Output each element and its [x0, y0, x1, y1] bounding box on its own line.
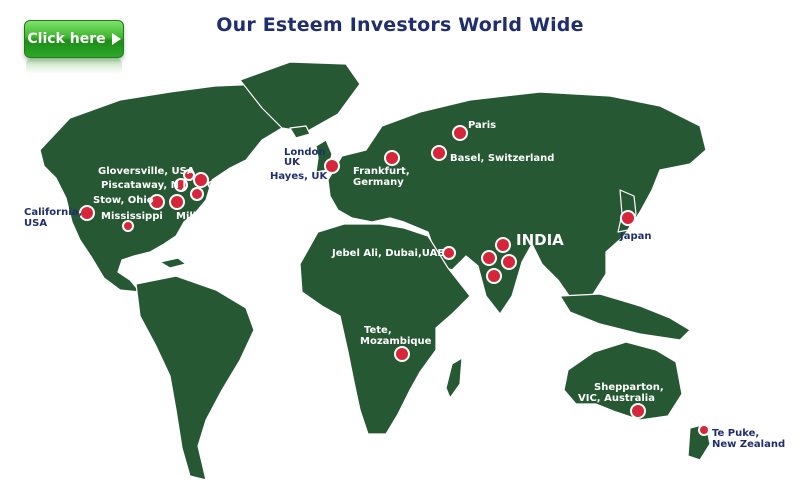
marker-canada[interactable] — [193, 172, 209, 188]
southeast-asia-islands — [559, 293, 691, 341]
marker-basel[interactable] — [431, 145, 447, 161]
marker-london[interactable] — [324, 158, 340, 174]
label-london-1: London — [284, 147, 326, 158]
marker-india-2[interactable] — [481, 250, 497, 266]
marker-india-4[interactable] — [486, 268, 502, 284]
australia — [563, 341, 683, 421]
marker-mississippi[interactable] — [122, 220, 134, 232]
marker-milltown[interactable] — [169, 194, 185, 210]
label-milltown: Milltown N J — [176, 211, 243, 222]
label-paris: Paris — [468, 120, 496, 131]
label-london-2: UK — [284, 157, 301, 168]
label-hayes: Hayes, UK — [270, 171, 328, 182]
marker-frankfurt[interactable] — [384, 150, 400, 166]
location-labels: California, USA Mississippi Stow, Ohio G… — [24, 120, 785, 450]
label-piscataway: Piscataway, N J — [101, 180, 186, 191]
label-california-2: USA — [24, 218, 47, 229]
label-mississippi: Mississippi — [101, 211, 163, 222]
page-title: Our Esteem Investors World Wide — [216, 14, 584, 36]
label-jebel-ali: Jebel Ali, Dubai,UAE — [331, 248, 444, 259]
label-montvale: Montvale, USA — [207, 193, 290, 204]
marker-shepparton[interactable] — [630, 403, 646, 419]
label-california-1: California, — [24, 207, 82, 218]
marker-india-1[interactable] — [495, 237, 511, 253]
label-tete-2: Mozambique — [360, 336, 432, 347]
south-america — [135, 275, 255, 481]
button-reflection — [26, 58, 122, 74]
label-te-puke-1: Te Puke, — [712, 428, 759, 439]
caribbean — [159, 257, 187, 269]
marker-india-3[interactable] — [501, 254, 517, 270]
label-canada: Canada — [207, 180, 249, 191]
marker-gloversville[interactable] — [183, 169, 195, 181]
landmasses — [39, 61, 711, 481]
marker-california[interactable] — [79, 205, 95, 221]
label-shepparton-2: VIC, Australia — [578, 393, 655, 404]
play-arrow-icon — [111, 33, 121, 45]
label-te-puke-2: New Zealand — [712, 439, 785, 450]
marker-jebel-ali[interactable] — [442, 246, 456, 260]
label-basel: Basel, Switzerland — [450, 153, 554, 164]
marker-montvale[interactable] — [190, 187, 204, 201]
label-india: INDIA — [516, 231, 564, 249]
marker-piscataway[interactable] — [174, 178, 188, 192]
greenland — [239, 61, 361, 133]
label-frankfurt-1: Frankfurt, — [353, 166, 410, 177]
location-markers — [79, 125, 710, 436]
label-gloversville: Gloversville, USA — [98, 166, 195, 177]
label-japan: Japan — [619, 231, 652, 242]
label-stow: Stow, Ohio — [93, 195, 154, 206]
label-frankfurt-2: Germany — [353, 177, 404, 188]
marker-tete[interactable] — [394, 346, 410, 362]
label-shepparton-1: Shepparton, — [594, 382, 664, 393]
marker-japan[interactable] — [620, 210, 636, 226]
marker-te-puke[interactable] — [698, 424, 710, 436]
marker-stow[interactable] — [149, 194, 165, 210]
iceland — [289, 125, 311, 139]
label-tete-1: Tete, — [364, 325, 392, 336]
madagascar — [445, 357, 463, 399]
click-here-label: Click here — [27, 31, 106, 47]
click-here-button[interactable]: Click here — [24, 20, 124, 58]
africa — [299, 223, 471, 435]
marker-paris[interactable] — [452, 125, 468, 141]
